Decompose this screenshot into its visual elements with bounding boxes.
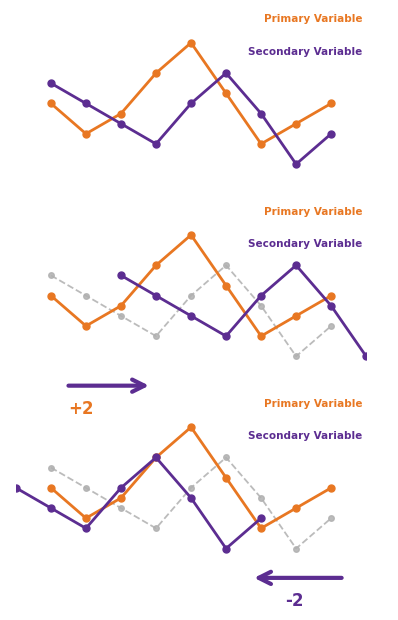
Text: -2: -2: [286, 592, 304, 610]
Text: Secondary Variable: Secondary Variable: [248, 239, 363, 249]
Text: Primary Variable: Primary Variable: [264, 14, 363, 24]
Text: Secondary Variable: Secondary Variable: [248, 432, 363, 441]
Text: Secondary Variable: Secondary Variable: [248, 47, 363, 57]
Text: Primary Variable: Primary Variable: [264, 399, 363, 409]
Text: +2: +2: [68, 400, 94, 418]
Text: Primary Variable: Primary Variable: [264, 206, 363, 216]
